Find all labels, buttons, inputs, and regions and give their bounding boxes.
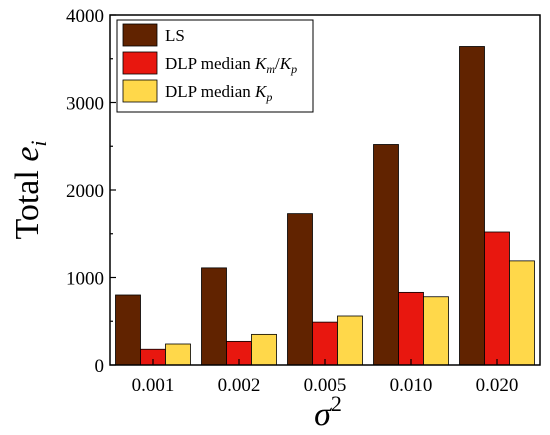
bar-series3-0.020 bbox=[509, 260, 535, 366]
y-axis-title-var: e bbox=[9, 147, 46, 162]
legend-label-ls: LS bbox=[165, 26, 185, 45]
legend-km-kp-prefix: DLP median bbox=[165, 54, 255, 73]
bar-series3-0.002 bbox=[251, 333, 277, 366]
y-axis-title-sub: i bbox=[26, 140, 51, 146]
bar-series1-0.005 bbox=[287, 213, 313, 366]
legend-label-kp: DLP median Kp bbox=[165, 82, 272, 104]
x-axis-title: σ2 bbox=[314, 391, 342, 433]
bar-series3-0.005 bbox=[337, 315, 363, 366]
legend-kp-p-sub: p bbox=[265, 90, 272, 104]
bar-series1-0.010 bbox=[373, 144, 399, 366]
y-tick-label-4000: 4000 bbox=[66, 6, 104, 27]
legend-swatch-kp bbox=[122, 79, 158, 103]
legend-km-p-sub: p bbox=[290, 62, 297, 76]
y-axis-title-space bbox=[9, 162, 46, 171]
axis-ticks: 0 1000 2000 3000 4000 0.001 0.002 0.005 0.010 0.0… bbox=[66, 6, 518, 396]
bar-series2-0.005 bbox=[312, 321, 338, 366]
legend-km-k: K bbox=[254, 54, 268, 73]
y-tick-label-2000: 2000 bbox=[66, 181, 104, 202]
x-tick-label-0.002: 0.002 bbox=[218, 375, 261, 396]
bars-layer bbox=[115, 46, 535, 366]
bar-series1-0.020 bbox=[459, 46, 485, 366]
x-tick-label-0.001: 0.001 bbox=[132, 375, 175, 396]
x-axis-title-sup: 2 bbox=[331, 391, 342, 416]
x-tick-label-0.010: 0.010 bbox=[390, 375, 433, 396]
legend-km-slash: / bbox=[275, 54, 280, 73]
bar-series2-0.010 bbox=[398, 291, 424, 366]
legend-swatch-ls bbox=[122, 23, 158, 47]
legend-ls-text: LS bbox=[165, 26, 185, 45]
legend-km-k2: K bbox=[279, 54, 293, 73]
bar-series1-0.002 bbox=[201, 267, 227, 366]
legend-swatch-km-kp bbox=[122, 51, 158, 75]
bar-series3-0.010 bbox=[423, 296, 449, 366]
y-tick-label-1000: 1000 bbox=[66, 269, 104, 290]
y-tick-label-0: 0 bbox=[95, 356, 105, 377]
y-axis-title-word: Total bbox=[9, 170, 46, 239]
y-tick-label-3000: 3000 bbox=[66, 94, 104, 115]
bar-series2-0.020 bbox=[484, 231, 510, 366]
legend-kp-k: K bbox=[254, 82, 268, 101]
bar-series3-0.001 bbox=[165, 343, 191, 366]
bar-series1-0.001 bbox=[115, 294, 141, 366]
legend-label-km-kp: DLP median Km/Kp bbox=[165, 54, 297, 76]
x-tick-label-0.005: 0.005 bbox=[304, 375, 347, 396]
x-tick-label-0.020: 0.020 bbox=[476, 375, 519, 396]
x-axis-title-sigma: σ bbox=[314, 396, 332, 433]
legend-kp-prefix: DLP median bbox=[165, 82, 255, 101]
legend-km-m-sub: m bbox=[266, 62, 275, 76]
legend: LS DLP median Km/Kp DLP median Kp bbox=[116, 19, 314, 113]
y-axis-title: Total ei bbox=[9, 140, 51, 239]
